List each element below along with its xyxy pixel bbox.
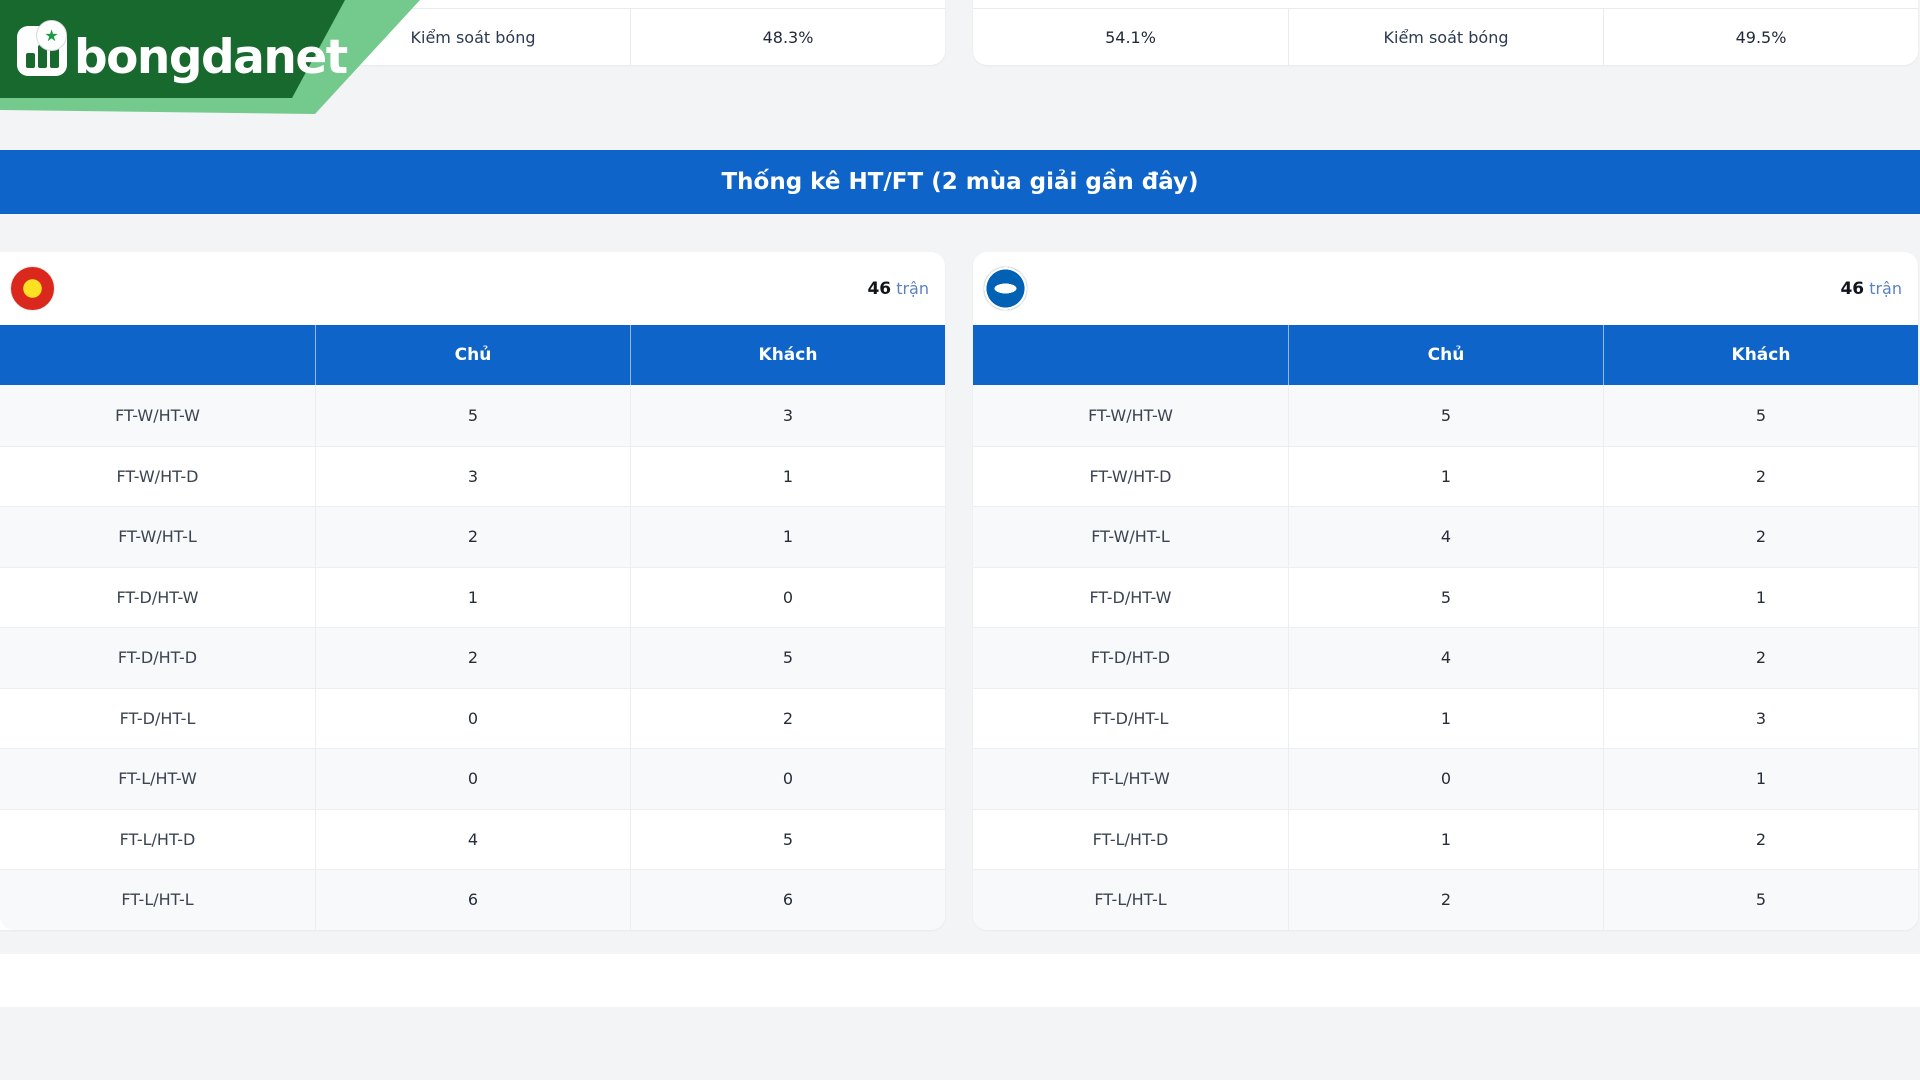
card-header: 46 trận bbox=[0, 252, 945, 325]
table-row: FT-L/HT-W 0 1 bbox=[973, 748, 1918, 809]
htft-card-home-team: 46 trận Chủ Khách FT-W/HT-W 5 3 FT-W/HT-… bbox=[0, 252, 945, 930]
table-row: FT-D/HT-D 2 5 bbox=[0, 627, 945, 688]
previous-row-sliver bbox=[973, 0, 1918, 9]
possession-row: 54.1% Kiểm soát bóng 49.5% bbox=[973, 9, 1918, 65]
table-row: FT-W/HT-L 4 2 bbox=[973, 506, 1918, 567]
table-body: FT-W/HT-W 5 5 FT-W/HT-D 1 2 FT-W/HT-L 4 … bbox=[973, 385, 1918, 930]
header-empty-cell bbox=[0, 325, 315, 385]
football-icon bbox=[36, 20, 67, 51]
table-header-row: Chủ Khách bbox=[0, 325, 945, 385]
manchester-united-crest-icon bbox=[10, 266, 55, 311]
possession-home-value: 54.1% bbox=[1105, 27, 1156, 47]
table-row: FT-W/HT-D 1 2 bbox=[973, 445, 1918, 506]
table-row: FT-L/HT-W 0 0 bbox=[0, 748, 945, 809]
table-row: FT-L/HT-D 4 5 bbox=[0, 808, 945, 869]
table-row: FT-D/HT-W 1 0 bbox=[0, 566, 945, 627]
card-header: 46 trận bbox=[973, 252, 1918, 325]
table-row: FT-L/HT-L 6 6 bbox=[0, 869, 945, 930]
header-empty-cell bbox=[973, 325, 1288, 385]
header-home-col: Chủ bbox=[315, 325, 630, 385]
possession-away-value: 49.5% bbox=[1603, 9, 1918, 65]
table-row: FT-L/HT-L 2 5 bbox=[973, 869, 1918, 930]
header-home-col: Chủ bbox=[1288, 325, 1603, 385]
header-away-col: Khách bbox=[630, 325, 945, 385]
brighton-crest-icon bbox=[983, 266, 1028, 311]
table-row: FT-W/HT-D 3 1 bbox=[0, 445, 945, 506]
table-header-row: Chủ Khách bbox=[973, 325, 1918, 385]
htft-card-away-team: 46 trận Chủ Khách FT-W/HT-W 5 5 FT-W/HT-… bbox=[973, 252, 1918, 930]
possession-away-value: 48.3% bbox=[630, 9, 945, 65]
header-away-col: Khách bbox=[1603, 325, 1918, 385]
section-banner: Thống kê HT/FT (2 mùa giải gần đây) bbox=[0, 150, 1920, 214]
bongdanet-logo[interactable]: bongdanet bbox=[0, 0, 460, 114]
table-row: FT-D/HT-D 4 2 bbox=[973, 627, 1918, 688]
previous-row-sliver bbox=[0, 0, 945, 9]
matches-count: 46 trận bbox=[867, 278, 929, 299]
brand-wordmark: bongdanet bbox=[74, 30, 348, 85]
bottom-white-band bbox=[0, 954, 1920, 1007]
table-row: FT-D/HT-L 0 2 bbox=[0, 687, 945, 748]
section-banner-title: Thống kê HT/FT (2 mùa giải gần đây) bbox=[721, 169, 1199, 195]
possession-card-away-team: 54.1% Kiểm soát bóng 49.5% bbox=[973, 0, 1918, 65]
table-row: FT-W/HT-L 2 1 bbox=[0, 506, 945, 567]
table-row: FT-D/HT-W 5 1 bbox=[973, 566, 1918, 627]
table-row: FT-W/HT-W 5 5 bbox=[973, 385, 1918, 446]
possession-row: Kiểm soát bóng 48.3% bbox=[0, 9, 945, 65]
table-row: FT-W/HT-W 5 3 bbox=[0, 385, 945, 446]
matches-count: 46 trận bbox=[1840, 278, 1902, 299]
table-row: FT-L/HT-D 1 2 bbox=[973, 808, 1918, 869]
table-row: FT-D/HT-L 1 3 bbox=[973, 687, 1918, 748]
table-body: FT-W/HT-W 5 3 FT-W/HT-D 3 1 FT-W/HT-L 2 … bbox=[0, 385, 945, 930]
possession-stat-label: Kiểm soát bóng bbox=[1288, 9, 1603, 65]
